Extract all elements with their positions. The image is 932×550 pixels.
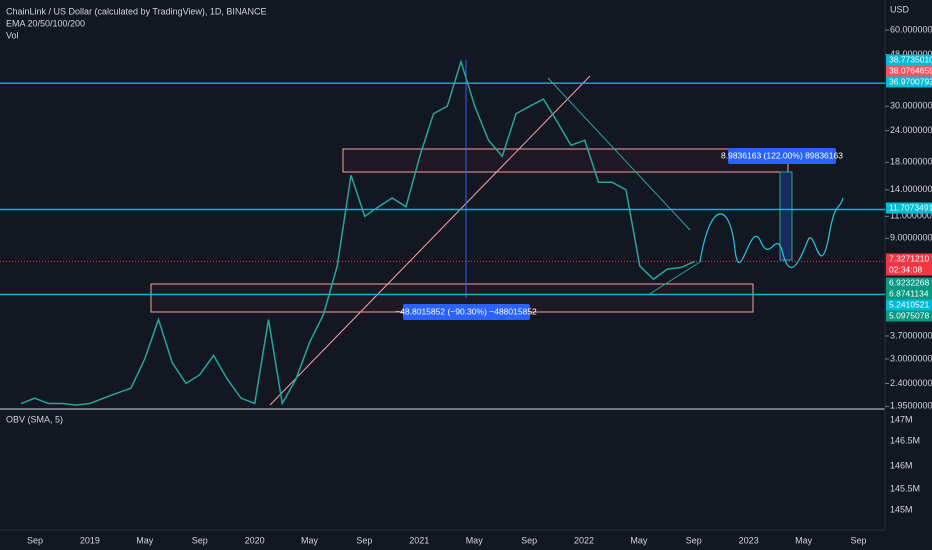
annotation-box bbox=[403, 304, 530, 320]
symbol-title: ChainLink / US Dollar (calculated by Tra… bbox=[6, 6, 266, 16]
obv-tick-label: 145M bbox=[890, 504, 913, 514]
price-label-box bbox=[886, 299, 932, 311]
trend-line bbox=[269, 75, 591, 406]
x-tick-label: 2022 bbox=[574, 535, 594, 545]
indicator: EMA 20/50/100/200 bbox=[6, 18, 85, 28]
y-tick-label: 24.0000000 bbox=[890, 125, 932, 135]
price-label-box bbox=[886, 264, 932, 276]
x-tick-label: Sep bbox=[192, 535, 208, 545]
x-tick-label: May bbox=[795, 535, 813, 545]
y-tick-label: 3.7000000 bbox=[890, 330, 932, 340]
price-label: 6.9232268 bbox=[889, 277, 929, 287]
obv-tick-label: 146M bbox=[890, 460, 913, 470]
currency: USD bbox=[890, 4, 910, 14]
price-label: 5.2410521 bbox=[889, 299, 929, 309]
x-tick-label: May bbox=[630, 535, 648, 545]
y-tick-label: 11.0000000 bbox=[890, 211, 932, 221]
annotation-box bbox=[728, 148, 836, 164]
price-label: 02:34:08 bbox=[889, 264, 922, 274]
x-tick-label: 2021 bbox=[409, 535, 429, 545]
price-label-box bbox=[886, 310, 932, 322]
x-tick-label: May bbox=[466, 535, 484, 545]
x-tick-label: 2020 bbox=[245, 535, 265, 545]
y-tick-label: 9.0000000 bbox=[890, 233, 932, 243]
price-label: 5.0975078 bbox=[889, 310, 929, 320]
obv-tick-label: 145.5M bbox=[890, 483, 920, 493]
annotation: 8.9836163 (122.00%) 89836163 bbox=[721, 150, 843, 160]
obv-tick-label: 147M bbox=[890, 414, 913, 424]
x-tick-label: 2019 bbox=[80, 535, 100, 545]
y-tick-label: 3.0000000 bbox=[890, 353, 932, 363]
price-line bbox=[20, 59, 696, 406]
x-tick-label: May bbox=[301, 535, 319, 545]
y-tick-label: 1.9500000 bbox=[890, 401, 932, 411]
price-label: 7.3271210 bbox=[889, 253, 929, 263]
x-tick-label: Sep bbox=[521, 535, 537, 545]
price-label: 38.0764659 bbox=[889, 65, 932, 75]
indicator: Vol bbox=[6, 30, 19, 40]
price-label-box bbox=[886, 76, 932, 88]
price-label: 11.7073491 bbox=[889, 202, 932, 212]
x-tick-label: Sep bbox=[27, 535, 43, 545]
price-label-box bbox=[886, 202, 932, 214]
x-tick-label: Sep bbox=[356, 535, 372, 545]
price-label-box bbox=[886, 277, 932, 289]
projection-path bbox=[699, 197, 844, 268]
annotation: −48.8015852 (−90.30%) −488015852 bbox=[395, 306, 537, 316]
price-label-box bbox=[886, 54, 932, 66]
price-label-box bbox=[886, 253, 932, 265]
price-label: 6.8741134 bbox=[889, 288, 929, 298]
x-tick-label: May bbox=[136, 535, 154, 545]
price-label-box bbox=[886, 288, 932, 300]
measure-box bbox=[779, 171, 793, 261]
trend-line bbox=[647, 261, 701, 296]
obv-tick-label: 146.5M bbox=[890, 435, 920, 445]
trend-line bbox=[547, 77, 691, 231]
y-tick-label: 18.0000000 bbox=[890, 157, 932, 167]
y-tick-label: 30.0000000 bbox=[890, 101, 932, 111]
y-tick-label: 60.0000000 bbox=[890, 24, 932, 34]
y-tick-label: 14.0000000 bbox=[890, 184, 932, 194]
x-tick-label: Sep bbox=[686, 535, 702, 545]
price-label: 38.7735010 bbox=[889, 54, 932, 64]
x-tick-label: 2023 bbox=[739, 535, 759, 545]
y-tick-label: 2.4000000 bbox=[890, 378, 932, 388]
x-tick-label: Sep bbox=[850, 535, 866, 545]
price-label-box bbox=[886, 65, 932, 77]
obv-title: OBV (SMA, 5) bbox=[6, 414, 63, 424]
price-label: 36.9700793 bbox=[889, 76, 932, 86]
y-tick-label: 48.0000000 bbox=[890, 49, 932, 59]
